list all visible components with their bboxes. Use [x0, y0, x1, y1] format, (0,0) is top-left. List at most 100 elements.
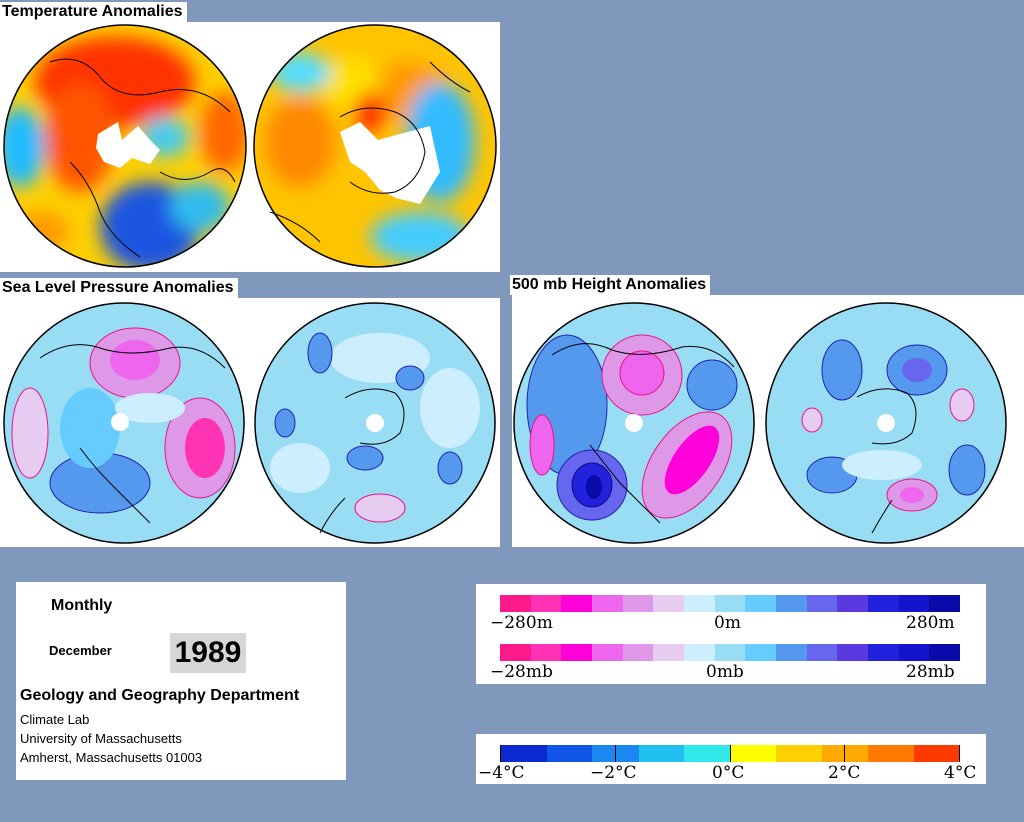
height-scale-swatch — [561, 595, 593, 612]
pressure-scale-swatch — [776, 644, 807, 661]
southern-slp-globe — [255, 303, 495, 543]
temperature-scale-swatch — [614, 745, 628, 762]
anomaly-legend: −280m 0m 280m −28mb 0mb 28mb — [476, 584, 986, 684]
height-scale-swatch — [806, 595, 838, 612]
pressure-scale-swatch — [714, 644, 746, 661]
pressure-color-bar — [500, 644, 961, 661]
temperature-scale-swatch — [649, 745, 662, 762]
southern-temperature-globe — [254, 25, 496, 267]
temperature-scale-swatch — [592, 745, 604, 762]
northern-slp-globe — [4, 303, 244, 543]
temperature-scale-swatch — [787, 745, 799, 762]
temperature-scale-swatch — [902, 745, 914, 762]
slp-maps-panel — [0, 298, 500, 547]
pressure-scale-swatch — [622, 644, 654, 661]
temperature-scale-swatch — [764, 745, 776, 762]
northern-temperature-globe — [4, 25, 246, 267]
temperature-scale-swatch — [638, 745, 650, 762]
height-maps-panel — [512, 295, 1024, 547]
height-scale-swatch — [684, 595, 715, 612]
temp-tick-5-label: 4°C — [944, 763, 977, 783]
temperature-scale-swatch — [879, 745, 891, 762]
period-label: Monthly — [51, 597, 113, 614]
temperature-scale-swatch — [856, 745, 868, 762]
temperature-scale-swatch — [603, 745, 615, 762]
height-scale-swatch — [776, 595, 807, 612]
temperature-scale-swatch — [706, 745, 719, 762]
temperature-scale-swatch — [924, 745, 937, 762]
temperature-scale-swatch — [535, 745, 547, 762]
height-max-label: 280m — [906, 613, 955, 633]
height-scale-swatch — [837, 595, 869, 612]
temperature-maps-panel — [0, 22, 500, 272]
height-title: 500 mb Height Anomalies — [510, 275, 711, 295]
height-scale-swatch — [622, 595, 654, 612]
height-scale-swatch — [929, 595, 961, 612]
pressure-scale-swatch — [929, 644, 961, 661]
address-label: Amherst, Massachusetts 01003 — [20, 750, 203, 765]
slp-globes — [3, 302, 496, 544]
temperature-scale-swatch — [776, 745, 788, 762]
temperature-scale-swatch — [661, 745, 673, 762]
pressure-scale-swatch — [592, 644, 623, 661]
temperature-scale-swatch — [936, 745, 948, 762]
pressure-scale-swatch — [745, 644, 777, 661]
temperature-scale-swatch — [832, 745, 845, 762]
northern-height-globe — [514, 303, 754, 543]
pressure-scale-swatch — [530, 644, 562, 661]
temperature-globes — [3, 24, 497, 268]
slp-title: Sea Level Pressure Anomalies — [0, 278, 238, 298]
temperature-legend: −4°C −2°C 0°C 2°C 4°C — [476, 734, 986, 784]
temperature-scale-swatch — [569, 745, 581, 762]
temp-tick-2-label: −2°C — [590, 763, 637, 783]
temperature-scale-swatch — [718, 745, 730, 762]
height-scale-swatch — [653, 595, 685, 612]
temperature-scale-swatch — [821, 745, 833, 762]
height-scale-swatch — [745, 595, 777, 612]
pressure-max-label: 28mb — [906, 662, 955, 682]
temperature-scale-swatch — [913, 745, 925, 762]
height-scale-swatch — [898, 595, 930, 612]
info-box: Monthly December 1989 Geology and Geogra… — [16, 582, 346, 780]
pressure-scale-swatch — [684, 644, 715, 661]
temperature-scale-swatch — [844, 745, 857, 762]
height-color-bar — [500, 595, 961, 612]
university-label: University of Massachusetts — [20, 731, 182, 746]
temperature-scale-swatch — [580, 745, 592, 762]
department-label: Geology and Geography Department — [20, 687, 300, 704]
height-mid-label: 0m — [714, 613, 741, 633]
height-scale-swatch — [592, 595, 623, 612]
temperature-scale-swatch — [753, 745, 765, 762]
temperature-scale-swatch — [798, 745, 811, 762]
temperature-scale-swatch — [672, 745, 684, 762]
pressure-mid-label: 0mb — [706, 662, 744, 682]
temperature-scale-swatch — [729, 745, 742, 762]
temperature-title: Temperature Anomalies — [0, 2, 187, 22]
temperature-color-bar — [500, 745, 960, 762]
temperature-scale-swatch — [557, 745, 570, 762]
temp-tick-1-label: −4°C — [478, 763, 525, 783]
month-label: December — [49, 643, 112, 658]
temperature-scale-swatch — [627, 745, 639, 762]
pressure-scale-swatch — [868, 644, 899, 661]
height-scale-swatch — [500, 595, 531, 612]
temperature-scale-swatch — [512, 745, 524, 762]
temperature-scale-swatch — [684, 745, 696, 762]
height-globes — [513, 302, 1007, 544]
temperature-scale-swatch — [890, 745, 903, 762]
height-scale-swatch — [714, 595, 746, 612]
temperature-scale-swatch — [500, 745, 513, 762]
pressure-scale-swatch — [898, 644, 930, 661]
pressure-scale-swatch — [653, 644, 685, 661]
year-label: 1989 — [170, 633, 246, 673]
temperature-scale-swatch — [810, 745, 822, 762]
southern-height-globe — [766, 303, 1006, 543]
pressure-scale-swatch — [837, 644, 869, 661]
pressure-min-label: −28mb — [490, 662, 553, 682]
pressure-scale-swatch — [561, 644, 593, 661]
height-min-label: −280m — [490, 613, 553, 633]
temp-tick-3-label: 0°C — [712, 763, 745, 783]
pressure-scale-swatch — [500, 644, 531, 661]
height-scale-swatch — [530, 595, 562, 612]
pressure-scale-swatch — [806, 644, 838, 661]
